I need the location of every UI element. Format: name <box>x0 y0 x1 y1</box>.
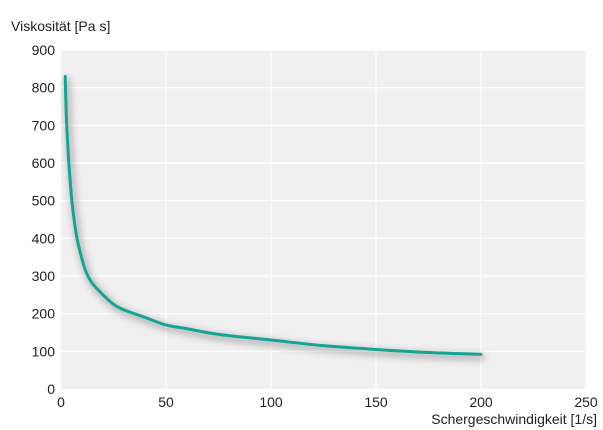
y-tick-label: 800 <box>32 80 56 96</box>
y-tick-label: 300 <box>32 268 56 284</box>
x-tick-label: 250 <box>574 394 598 410</box>
y-tick-label: 200 <box>32 306 56 322</box>
y-tick-label: 700 <box>32 117 56 133</box>
x-tick-label: 100 <box>259 394 283 410</box>
y-tick-label: 500 <box>32 193 56 209</box>
y-tick-label: 400 <box>32 230 56 246</box>
y-tick-label: 0 <box>47 381 55 397</box>
viscosity-series-line <box>63 74 483 356</box>
y-tick-label: 100 <box>32 343 56 359</box>
x-tick-label: 200 <box>469 394 493 410</box>
series-layer <box>63 74 483 356</box>
plot-area <box>61 50 586 389</box>
x-axis-title: Schergeschwindigkeit [1/s] <box>431 411 597 427</box>
y-tick-label: 900 <box>32 42 56 58</box>
y-axis-title: Viskosität [Pa s] <box>11 18 110 34</box>
tick-labels: 0 100 200 300 400 500 600 700 800 900 0 50 100 150 200… <box>32 42 598 410</box>
x-tick-label: 150 <box>364 394 388 410</box>
grid-lines <box>61 49 587 389</box>
x-tick-label: 0 <box>57 394 65 410</box>
y-tick-label: 600 <box>32 155 56 171</box>
x-tick-label: 50 <box>158 394 174 410</box>
